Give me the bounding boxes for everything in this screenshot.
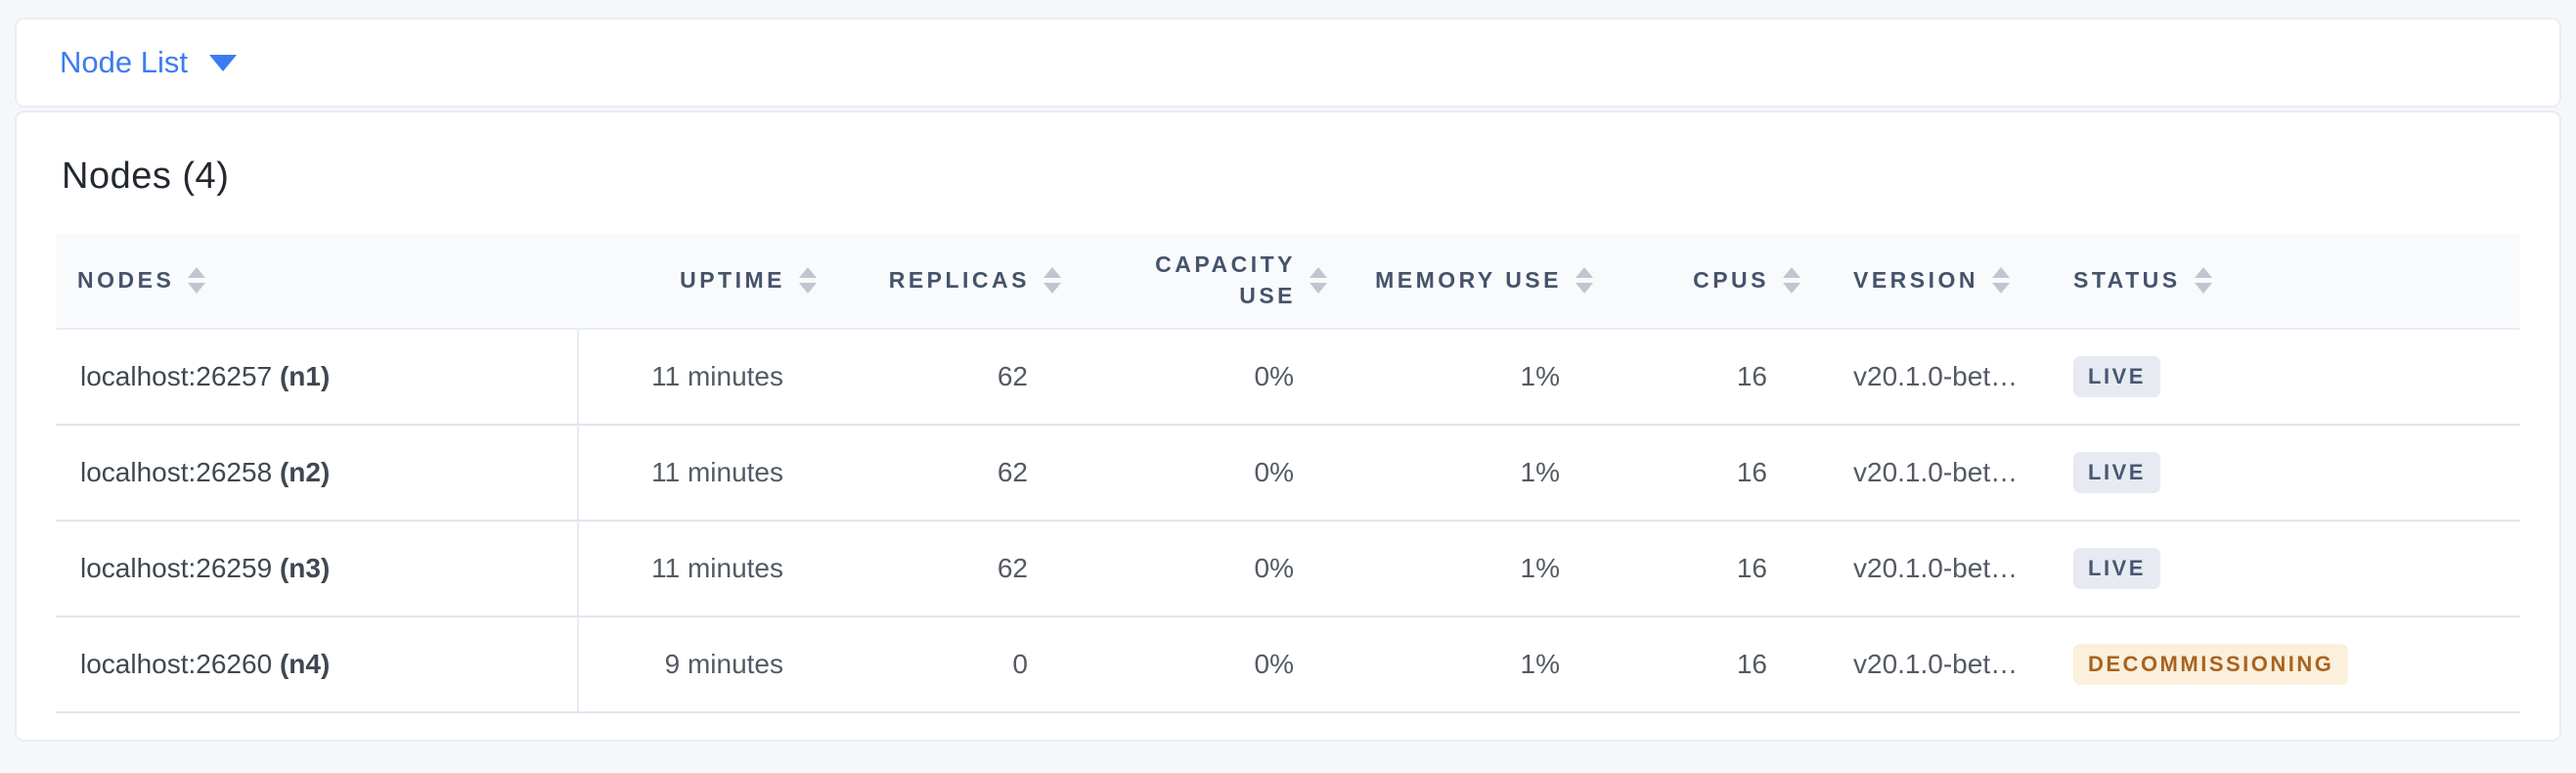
table-header-row: NODES UPTIME REPLICAS CAPACITY USE MEMOR… xyxy=(56,233,2520,330)
capacity-use-cell: 0% xyxy=(1067,521,1333,617)
column-header-capacity-use[interactable]: CAPACITY USE xyxy=(1067,233,1333,330)
sort-icon xyxy=(1044,266,1061,294)
sort-icon xyxy=(799,266,817,294)
sort-icon xyxy=(1783,266,1800,294)
node-address-cell[interactable]: localhost:26259 (n3) xyxy=(56,521,579,617)
uptime-cell: 11 minutes xyxy=(578,329,822,426)
replicas-cell: 0 xyxy=(822,616,1067,713)
view-selector-bar: Node List xyxy=(15,18,2561,108)
status-badge: DECOMMISSIONING xyxy=(2073,644,2349,685)
memory-use-cell: 1% xyxy=(1333,425,1599,522)
replicas-cell: 62 xyxy=(822,521,1067,617)
cpus-cell: 16 xyxy=(1599,329,1806,426)
sort-icon xyxy=(2194,266,2212,294)
memory-use-cell: 1% xyxy=(1333,329,1599,426)
replicas-cell: 62 xyxy=(822,329,1067,426)
status-cell: LIVE xyxy=(2059,425,2520,522)
column-header-memory-use[interactable]: MEMORY USE xyxy=(1333,233,1599,330)
memory-use-cell: 1% xyxy=(1333,616,1599,713)
capacity-use-cell: 0% xyxy=(1067,329,1333,426)
node-id: (n1) xyxy=(279,361,331,391)
status-badge: LIVE xyxy=(2073,452,2160,493)
cpus-cell: 16 xyxy=(1599,521,1806,617)
version-cell: v20.1.0-bet… xyxy=(1806,329,2059,426)
nodes-table: NODES UPTIME REPLICAS CAPACITY USE MEMOR… xyxy=(56,233,2520,713)
status-cell: DECOMMISSIONING xyxy=(2059,616,2520,713)
sort-icon xyxy=(188,266,206,294)
capacity-use-cell: 0% xyxy=(1067,616,1333,713)
replicas-cell: 62 xyxy=(822,425,1067,522)
node-list-dropdown-label: Node List xyxy=(60,45,188,79)
node-id: (n2) xyxy=(279,457,331,487)
caret-down-icon xyxy=(208,54,237,71)
version-cell: v20.1.0-bet… xyxy=(1806,616,2059,713)
uptime-cell: 9 minutes xyxy=(578,616,822,713)
sort-icon xyxy=(1310,267,1327,294)
status-cell: LIVE xyxy=(2059,329,2520,426)
node-address-cell[interactable]: localhost:26258 (n2) xyxy=(56,425,579,522)
uptime-cell: 11 minutes xyxy=(578,425,822,522)
table-row[interactable]: localhost:26260 (n4) 9 minutes 0 0% 1% 1… xyxy=(56,616,2520,713)
page: Node List Nodes (4) NODES UPTIME xyxy=(15,18,2561,742)
status-badge: LIVE xyxy=(2073,356,2160,397)
memory-use-cell: 1% xyxy=(1333,521,1599,617)
column-header-status[interactable]: STATUS xyxy=(2059,233,2520,330)
node-id: (n4) xyxy=(279,649,331,679)
table-row[interactable]: localhost:26259 (n3) 11 minutes 62 0% 1%… xyxy=(56,521,2520,617)
column-header-cpus[interactable]: CPUS xyxy=(1599,233,1806,330)
status-badge: LIVE xyxy=(2073,548,2160,589)
cpus-cell: 16 xyxy=(1599,425,1806,522)
uptime-cell: 11 minutes xyxy=(578,521,822,617)
table-row[interactable]: localhost:26257 (n1) 11 minutes 62 0% 1%… xyxy=(56,329,2520,426)
table-row[interactable]: localhost:26258 (n2) 11 minutes 62 0% 1%… xyxy=(56,425,2520,522)
node-address-cell[interactable]: localhost:26257 (n1) xyxy=(56,329,579,426)
column-header-nodes[interactable]: NODES xyxy=(56,233,578,330)
cpus-cell: 16 xyxy=(1599,616,1806,713)
version-cell: v20.1.0-bet… xyxy=(1806,521,2059,617)
node-address-cell[interactable]: localhost:26260 (n4) xyxy=(56,616,579,713)
sort-icon xyxy=(1992,266,2011,294)
node-id: (n3) xyxy=(279,553,331,583)
column-header-replicas[interactable]: REPLICAS xyxy=(822,233,1067,330)
sort-icon xyxy=(1576,266,1593,294)
column-header-uptime[interactable]: UPTIME xyxy=(578,233,822,330)
node-list-dropdown[interactable]: Node List xyxy=(60,45,237,80)
column-header-version[interactable]: VERSION xyxy=(1806,233,2059,330)
version-cell: v20.1.0-bet… xyxy=(1806,425,2059,522)
status-cell: LIVE xyxy=(2059,521,2520,617)
nodes-card: Nodes (4) NODES UPTIME REPLICAS xyxy=(15,111,2561,742)
capacity-use-cell: 0% xyxy=(1067,425,1333,522)
page-title: Nodes (4) xyxy=(62,156,230,197)
